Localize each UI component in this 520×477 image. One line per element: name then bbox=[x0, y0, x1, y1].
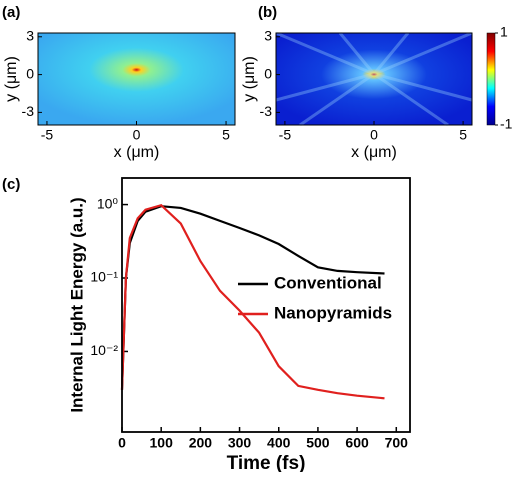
y-tick-label: 10⁰ bbox=[97, 195, 119, 211]
y-axis-label: y (μm) bbox=[3, 56, 20, 102]
colorbar-tick-label: 1 bbox=[500, 24, 508, 40]
x-tick-label: -5 bbox=[41, 127, 54, 143]
x-axis-label: Time (fs) bbox=[227, 453, 306, 472]
series-line bbox=[120, 205, 385, 390]
x-axis-label: x (μm) bbox=[351, 144, 397, 161]
y-tick-label: 10⁻¹ bbox=[90, 269, 118, 285]
y-axis-label: y (μm) bbox=[241, 56, 258, 102]
series-line bbox=[120, 203, 385, 400]
x-tick-label: 5 bbox=[222, 127, 230, 143]
y-tick-label: 0 bbox=[264, 65, 272, 81]
x-tick-label: 100 bbox=[150, 435, 174, 451]
colorbar bbox=[486, 32, 496, 126]
x-tick-label: 5 bbox=[459, 127, 467, 143]
x-tick-label: 500 bbox=[306, 435, 330, 451]
panel-label: (b) bbox=[258, 4, 277, 21]
field-map bbox=[38, 33, 235, 125]
y-tick-label: 3 bbox=[26, 27, 34, 43]
x-tick-label: 400 bbox=[267, 435, 291, 451]
plot-frame bbox=[121, 177, 411, 433]
x-tick-label: 0 bbox=[133, 127, 141, 143]
legend-label: Conventional bbox=[274, 273, 382, 292]
colorbar-tick-label: -1 bbox=[500, 116, 513, 132]
y-axis-label: Internal Light Energy (a.u.) bbox=[67, 197, 86, 412]
x-tick-label: 0 bbox=[370, 127, 378, 143]
panel-label: (c) bbox=[2, 176, 20, 193]
y-tick-label: -3 bbox=[260, 103, 273, 119]
panel-label: (a) bbox=[2, 4, 20, 21]
x-tick-label: 700 bbox=[385, 435, 409, 451]
x-axis-label: x (μm) bbox=[114, 144, 160, 161]
y-tick-label: -3 bbox=[22, 103, 35, 119]
x-tick-label: 200 bbox=[189, 435, 213, 451]
x-tick-label: 600 bbox=[345, 435, 369, 451]
y-tick-label: 10⁻² bbox=[90, 342, 118, 358]
x-tick-label: 300 bbox=[228, 435, 252, 451]
x-tick-label: 0 bbox=[118, 435, 126, 451]
legend-label: Nanopyramids bbox=[274, 303, 392, 322]
y-tick-label: 3 bbox=[264, 27, 272, 43]
x-tick-label: -5 bbox=[279, 127, 292, 143]
ray-pattern bbox=[275, 31, 473, 127]
field-map bbox=[276, 33, 472, 125]
y-tick-label: 0 bbox=[26, 65, 34, 81]
